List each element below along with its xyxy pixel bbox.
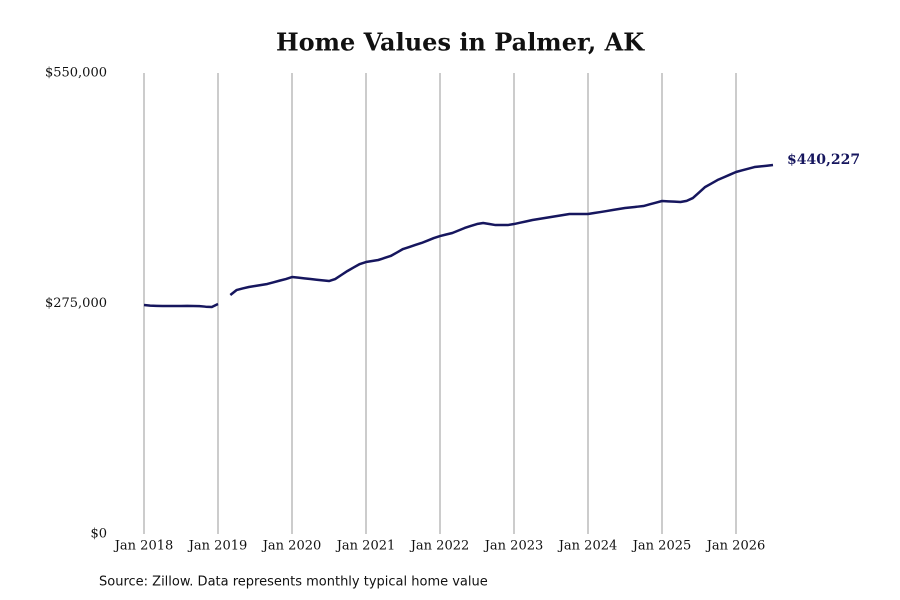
x-tick-label: Jan 2022	[409, 539, 470, 554]
x-tick-label: Jan 2018	[113, 539, 174, 554]
x-tick-label: Jan 2026	[705, 539, 766, 554]
x-tick-label: Jan 2019	[187, 539, 248, 554]
x-tick-label: Jan 2020	[261, 539, 322, 554]
chart-title: Home Values in Palmer, AK	[276, 28, 645, 57]
x-tick-label: Jan 2023	[483, 539, 544, 554]
x-tick-label: Jan 2024	[557, 539, 618, 554]
line	[143, 163, 774, 309]
y-tick-label: $550,000	[45, 66, 107, 81]
value-annotation: $440,227	[787, 152, 860, 168]
source-note: Source: Zillow. Data represents monthly …	[99, 575, 488, 590]
y-tick-label: $0	[90, 527, 107, 542]
x-tick-label: Jan 2021	[335, 539, 396, 554]
x-tick-label: Jan 2025	[631, 539, 692, 554]
y-tick-label: $275,000	[45, 296, 107, 311]
